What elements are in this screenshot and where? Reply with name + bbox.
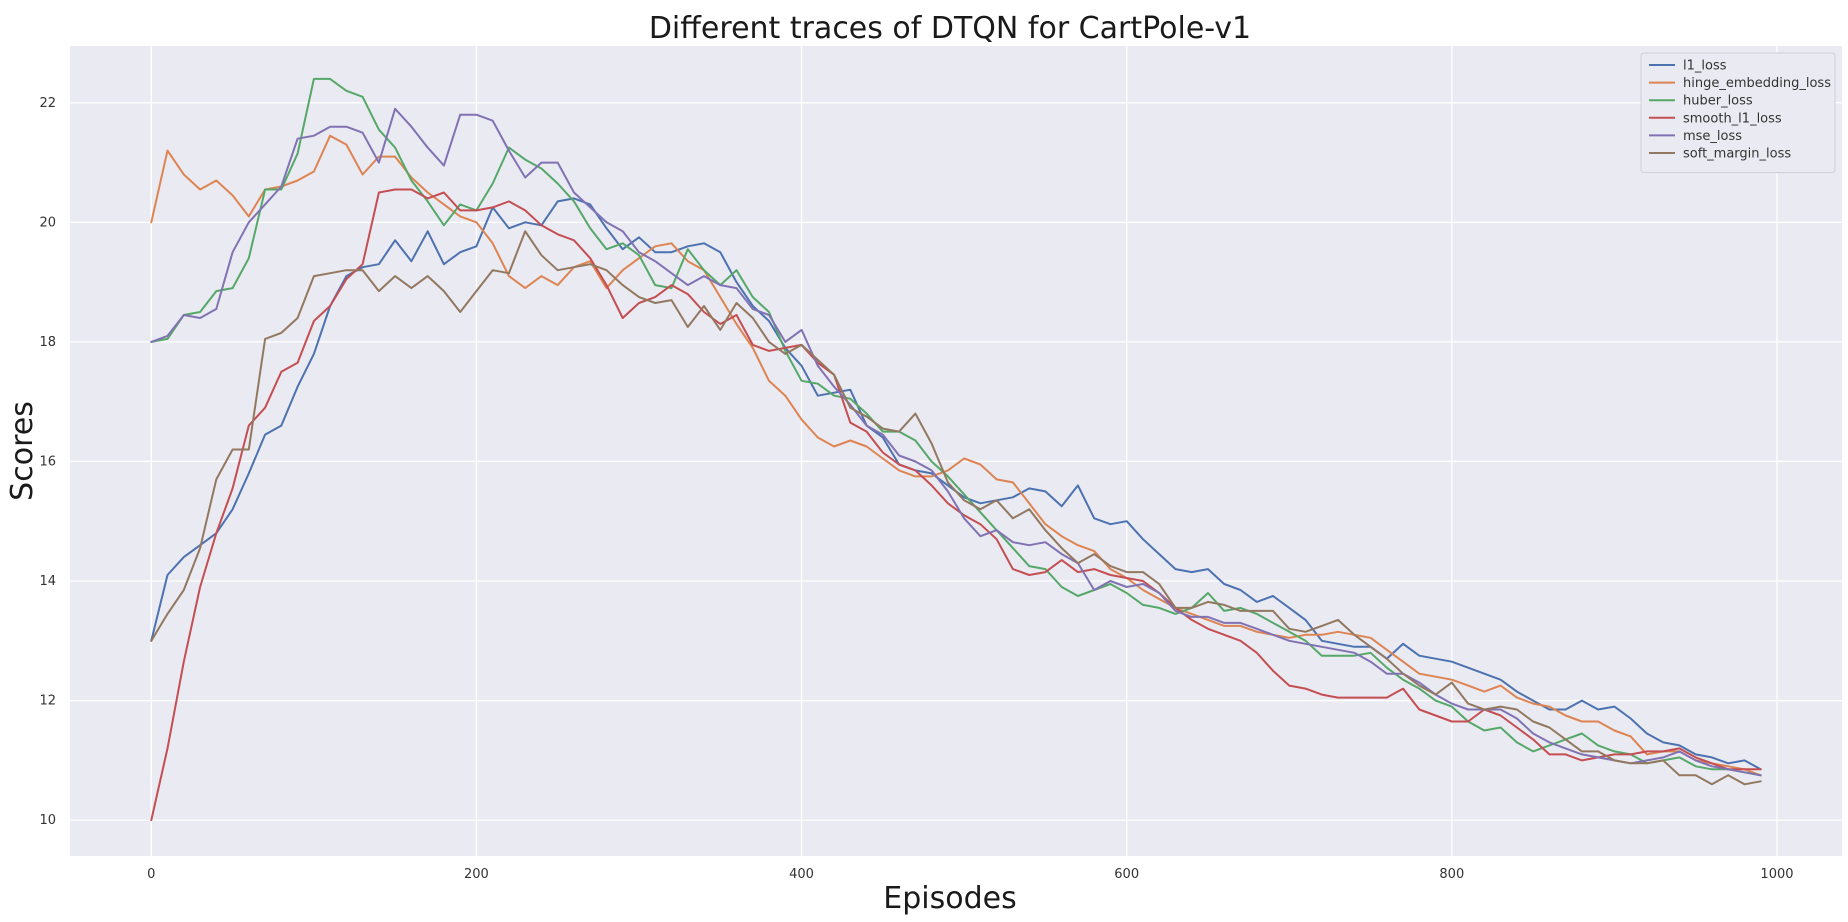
y-axis-label: Scores — [5, 401, 40, 501]
y-tick-label: 14 — [39, 574, 56, 589]
x-tick-label: 0 — [147, 867, 155, 882]
x-tick-label: 600 — [1114, 867, 1139, 882]
x-axis-ticks: 0 200 400 600 800 1000 — [147, 867, 1793, 882]
legend: l1_loss hinge_embedding_loss huber_losssmo… — [1640, 52, 1836, 174]
legend-label: mse_loss — [1683, 129, 1742, 144]
series-line-smooth-l1-loss — [150, 188, 1762, 822]
grid — [70, 46, 1842, 856]
series-line-hinge-embedding-loss — [150, 134, 1762, 777]
legend-label: l1_loss — [1683, 59, 1727, 74]
series-line-mse-loss — [150, 107, 1762, 777]
series-line-huber-loss — [150, 77, 1762, 777]
series-line-soft-margin-loss — [150, 230, 1762, 786]
y-tick-label: 20 — [39, 215, 56, 230]
x-tick-label: 1000 — [1760, 867, 1793, 882]
y-axis-ticks: 10 12 14 16 18 20 22 — [39, 96, 56, 828]
x-tick-label: 200 — [464, 867, 489, 882]
y-tick-label: 16 — [39, 454, 56, 469]
y-tick-label: 18 — [39, 335, 56, 350]
legend-label: hinge_embedding_loss — [1683, 76, 1831, 91]
y-tick-label: 10 — [39, 813, 56, 828]
chart-title: Different traces of DTQN for CartPole-v1 — [649, 11, 1251, 46]
y-tick-label: 12 — [39, 694, 56, 709]
y-tick-label: 22 — [39, 96, 56, 111]
x-tick-label: 400 — [789, 867, 814, 882]
series-layer — [150, 77, 1762, 822]
legend-label: soft_margin_loss — [1683, 147, 1791, 162]
legend-label: huber_loss — [1683, 94, 1753, 109]
legend-box — [1640, 52, 1836, 174]
plot-background — [70, 46, 1842, 856]
x-axis-label: Episodes — [883, 881, 1016, 916]
x-tick-label: 800 — [1439, 867, 1464, 882]
legend-label: smooth_l1_loss — [1683, 111, 1782, 126]
